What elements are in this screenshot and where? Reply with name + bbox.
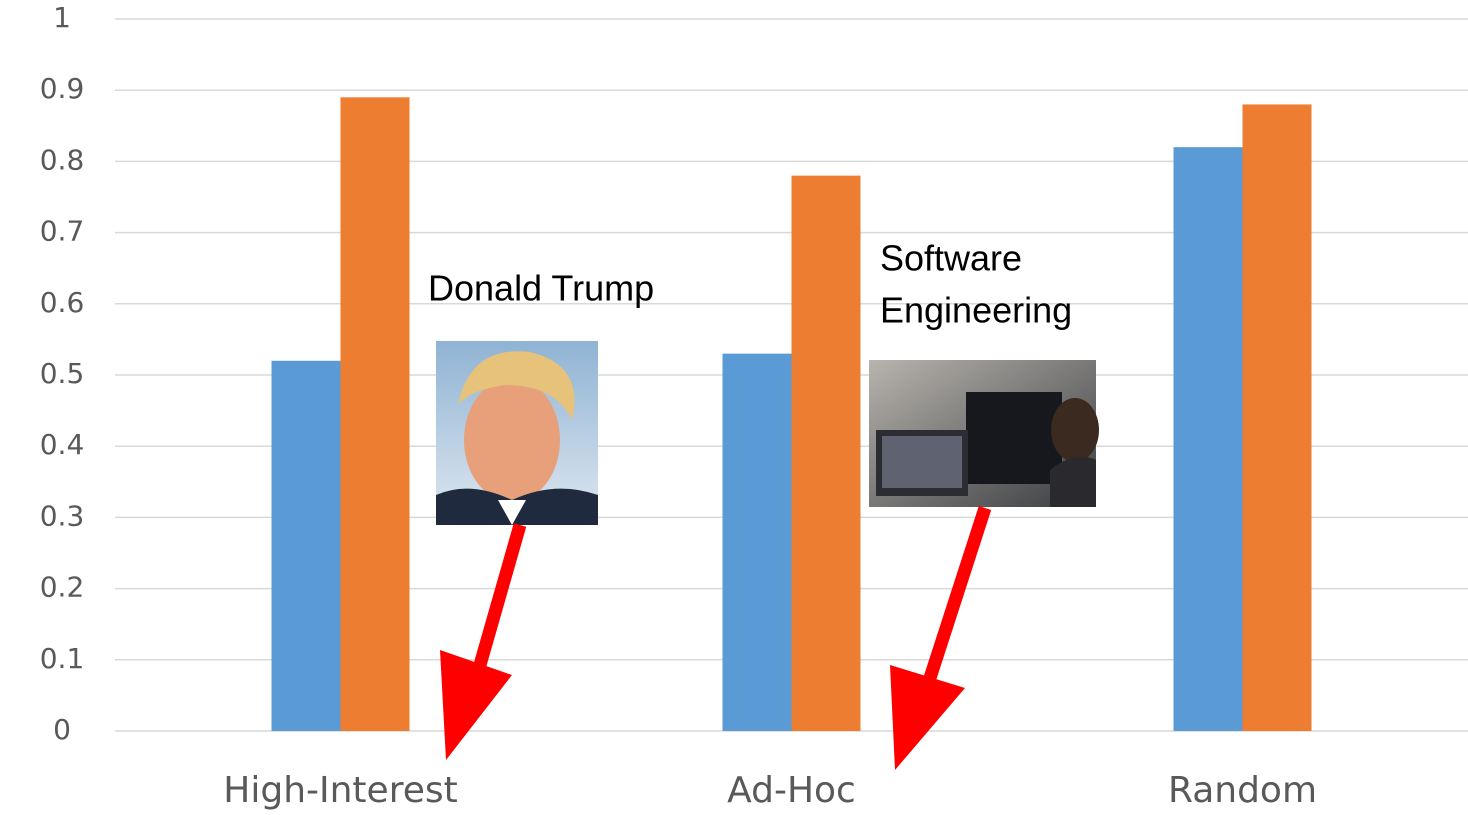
annotation: Donald Trump <box>428 268 654 309</box>
x-tick-label: Random <box>1168 770 1317 811</box>
bar <box>272 361 341 731</box>
bar <box>792 176 861 731</box>
annotation: Software <box>880 238 1022 279</box>
bars <box>272 97 1312 731</box>
bar <box>1174 147 1243 731</box>
chart: 0 0.1 0.2 0.3 0.4 0.5 0.6 0.7 0.8 0.9 1 High-Intere… <box>0 0 1468 815</box>
y-tick-label: 0.6 <box>40 286 85 319</box>
y-tick-label: 0.2 <box>40 571 85 604</box>
x-tick-label: High-Interest <box>223 770 457 811</box>
annotations: Donald Trump Software Engineering <box>428 238 1072 331</box>
x-tick-label: Ad-Hoc <box>727 770 856 811</box>
bar <box>341 97 410 731</box>
photo-trump <box>436 341 598 525</box>
y-tick-label: 1 <box>53 1 71 34</box>
bar <box>723 354 792 731</box>
y-tick-label: 0.7 <box>40 215 85 248</box>
arrow <box>440 525 520 760</box>
y-tick-label: 0.5 <box>40 357 85 390</box>
y-tick-label: 0.8 <box>40 143 85 176</box>
y-tick-label: 0.9 <box>40 72 85 105</box>
bar <box>1243 104 1312 731</box>
y-tick-label: 0.4 <box>40 428 85 461</box>
y-tick-label: 0.3 <box>40 499 85 532</box>
annotation: Engineering <box>880 290 1072 331</box>
y-tick-label: 0 <box>53 713 71 746</box>
photo-software <box>869 360 1099 507</box>
y-tick-label: 0.1 <box>40 642 85 675</box>
